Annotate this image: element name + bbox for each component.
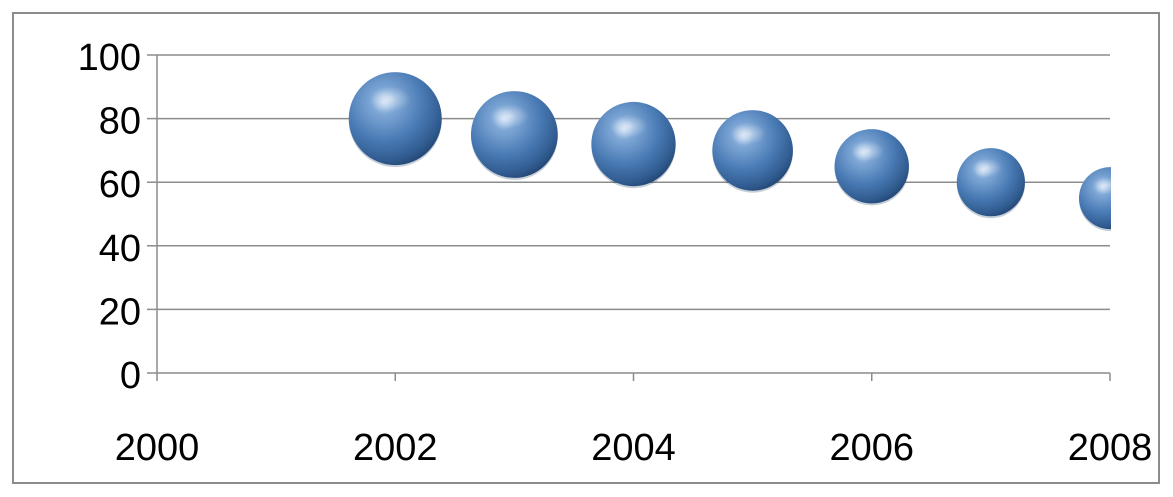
bubble-highlight — [1092, 176, 1111, 194]
x-tick-label: 2000 — [115, 427, 200, 469]
bubble-marker — [1079, 167, 1111, 230]
y-tick-label: 80 — [99, 101, 141, 143]
x-tick-labels: 2000 2002 2004 2006 2008 — [115, 427, 1153, 469]
bubble-highlight — [489, 104, 529, 129]
bubble-marker — [348, 72, 442, 166]
bubble-series — [348, 72, 1111, 232]
bubble-marker — [834, 129, 909, 204]
y-tick-label: 100 — [78, 37, 141, 79]
bubble-highlight — [850, 140, 885, 162]
bubble-2004 — [591, 101, 676, 189]
y-tick-label: 0 — [120, 355, 141, 397]
bubble-highlight — [368, 86, 411, 113]
x-tick-label: 2004 — [591, 427, 676, 469]
chart-frame — [12, 12, 1160, 484]
y-tick-label: 60 — [99, 164, 141, 206]
bubble-2003 — [470, 91, 558, 180]
bubble-highlight — [609, 114, 648, 139]
y-tick-label: 40 — [99, 228, 141, 270]
x-tick-label: 2006 — [829, 427, 914, 469]
bubble-highlight — [971, 158, 1003, 178]
axes — [147, 54, 1111, 381]
bubble-2007 — [956, 148, 1025, 219]
bubble-2002 — [348, 72, 442, 168]
bubble-2008 — [1079, 167, 1111, 232]
bubble-marker — [470, 91, 558, 178]
bubble-marker — [956, 148, 1025, 217]
bubble-highlight — [729, 122, 766, 145]
bubble-marker — [712, 110, 793, 191]
y-tick-label: 20 — [99, 291, 141, 333]
x-tick-label: 2002 — [353, 427, 438, 469]
bubble-marker — [591, 101, 676, 187]
bubble-2005 — [712, 110, 793, 193]
x-tick-label: 2008 — [1068, 427, 1153, 469]
bubble-2006 — [834, 129, 909, 206]
gridlines — [157, 54, 1110, 311]
y-tick-labels: 0 20 40 60 80 100 — [78, 37, 141, 397]
